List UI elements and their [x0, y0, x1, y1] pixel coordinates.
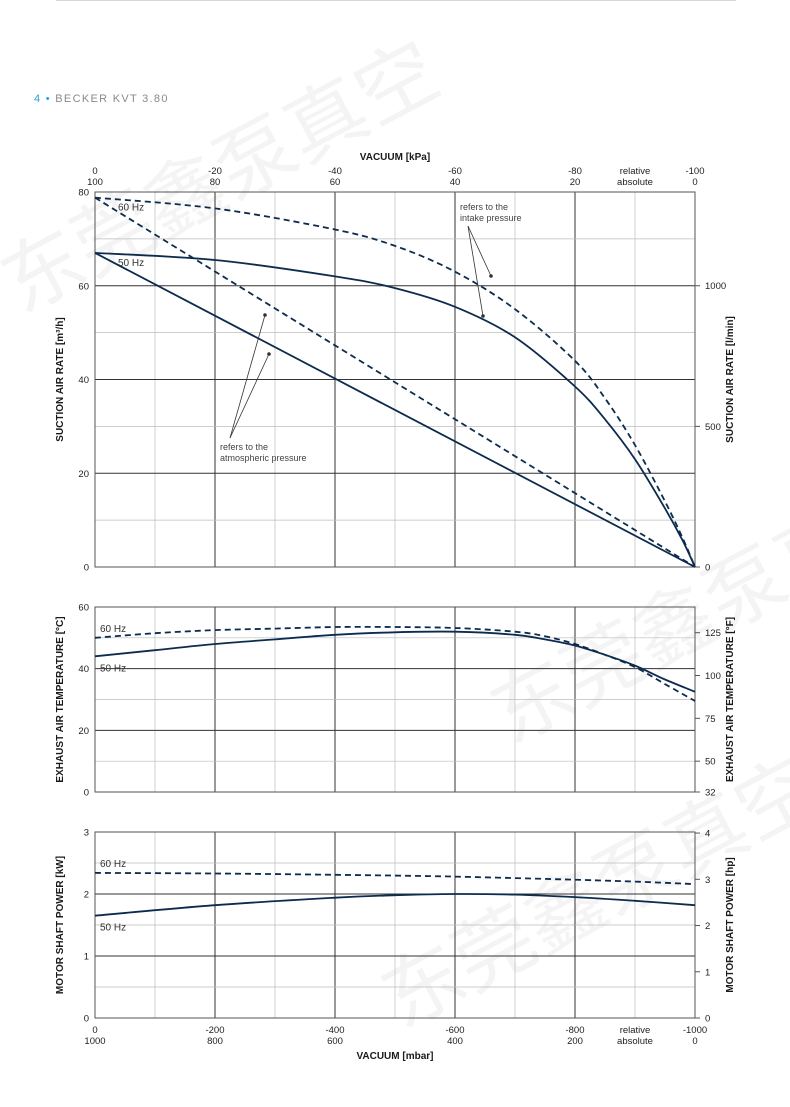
y-tick-label: 40	[78, 375, 89, 386]
y-tick-label: 3	[84, 828, 89, 839]
bottom-tick-label: -800	[565, 1025, 584, 1036]
bottom-axis-title: VACUUM [mbar]	[356, 1051, 433, 1062]
bottom-tick-label: 200	[567, 1036, 583, 1047]
y2-tick-label: 0	[705, 1014, 710, 1025]
y2-tick-label: 3	[705, 875, 710, 886]
y2-tick-label: 75	[705, 714, 716, 725]
y-tick-label: 0	[84, 1014, 89, 1025]
y-tick-label: 60	[78, 603, 89, 614]
annotation-text: refers to the	[220, 442, 268, 452]
top-tick-label: 40	[450, 177, 461, 188]
plot-frame	[94, 606, 696, 793]
bottom-tick-label: -1000	[683, 1025, 707, 1036]
series-label: 60 Hz	[100, 624, 126, 635]
annotation-leader	[467, 225, 484, 317]
top-tick-label: 20	[570, 177, 581, 188]
plot-frame	[94, 191, 696, 568]
annotation-text: refers to the	[460, 202, 508, 212]
y-tick-label: 80	[78, 188, 89, 199]
annotation-point	[263, 313, 267, 317]
page-header: 4 • BECKER KVT 3.80	[34, 93, 169, 105]
y-axis-title: EXHAUST AIR TEMPERATURE [°C]	[55, 616, 66, 782]
y2-axis-title: EXHAUST AIR TEMPERATURE [°F]	[725, 617, 736, 782]
top-rule	[56, 0, 736, 1]
annotation-text: intake pressure	[460, 213, 522, 223]
series-line-50-hz	[94, 893, 696, 917]
series-line-60-hz	[94, 625, 696, 702]
top-tick-label: 100	[87, 177, 103, 188]
y2-tick-label: 2	[705, 921, 710, 932]
series-line-60-hz	[94, 872, 696, 885]
bottom-tick-label: 1000	[84, 1036, 105, 1047]
annotation-point	[267, 352, 271, 356]
top-tick-label: 0	[92, 166, 97, 177]
bottom-tick-label: 0	[92, 1025, 97, 1036]
plot-frame	[94, 831, 696, 1019]
document-title: BECKER KVT 3.80	[55, 93, 169, 105]
top-tick-label: absolute	[617, 177, 653, 188]
annotation-text: atmospheric pressure	[220, 453, 307, 463]
y-tick-label: 2	[84, 890, 89, 901]
series-label: 50 Hz	[118, 258, 144, 269]
annotation-point	[489, 274, 493, 278]
y2-tick-label: 32	[705, 788, 716, 799]
y-axis-title: SUCTION AIR RATE [m³/h]	[55, 317, 66, 441]
annotation-leader	[229, 314, 266, 439]
y2-tick-label: 1000	[705, 281, 726, 292]
top-tick-label: -80	[568, 166, 582, 177]
top-tick-label: -60	[448, 166, 462, 177]
y-tick-label: 20	[78, 469, 89, 480]
top-tick-label: -100	[685, 166, 704, 177]
watermark-text: 东莞鑫泵真空	[476, 454, 790, 761]
series-line-60-hz-atm-	[94, 196, 696, 568]
annotation-point	[481, 314, 485, 318]
series-line-60-hz	[94, 196, 696, 568]
series-line-50-hz-atm-	[94, 252, 696, 568]
bottom-tick-label: 800	[207, 1036, 223, 1047]
series-line-50-hz	[94, 630, 696, 693]
page-number: 4	[34, 93, 42, 105]
y-tick-label: 40	[78, 664, 89, 675]
annotation-leader	[229, 353, 270, 439]
watermark-text: 东莞鑫泵真空	[0, 24, 454, 331]
y2-axis-title: MOTOR SHAFT POWER [hp]	[725, 857, 736, 992]
top-tick-label: -20	[208, 166, 222, 177]
header-separator: •	[45, 93, 51, 105]
bottom-tick-label: 0	[692, 1036, 697, 1047]
y2-tick-label: 4	[705, 829, 710, 840]
y2-axis-title: SUCTION AIR RATE [l/min]	[725, 316, 736, 443]
bottom-tick-label: 400	[447, 1036, 463, 1047]
y2-tick-label: 1	[705, 967, 710, 978]
series-label: 60 Hz	[100, 859, 126, 870]
bottom-tick-label: -400	[325, 1025, 344, 1036]
top-tick-label: -40	[328, 166, 342, 177]
y2-tick-label: 500	[705, 422, 721, 433]
y-tick-label: 60	[78, 281, 89, 292]
y-tick-label: 0	[84, 788, 89, 799]
top-axis-title: VACUUM [kPa]	[360, 152, 430, 163]
y2-tick-label: 100	[705, 671, 721, 682]
top-tick-label: 60	[330, 177, 341, 188]
bottom-tick-label: 600	[327, 1036, 343, 1047]
y-tick-label: 20	[78, 726, 89, 737]
bottom-tick-label: -600	[445, 1025, 464, 1036]
series-label: 50 Hz	[100, 663, 126, 674]
bottom-tick-label: -200	[205, 1025, 224, 1036]
bottom-tick-label: absolute	[617, 1036, 653, 1047]
top-tick-label: 0	[692, 177, 697, 188]
y2-tick-label: 0	[705, 563, 710, 574]
top-tick-label: relative	[620, 166, 651, 177]
y2-tick-label: 125	[705, 628, 721, 639]
bottom-tick-label: relative	[620, 1025, 651, 1036]
series-label: 60 Hz	[118, 203, 144, 214]
series-label: 50 Hz	[100, 923, 126, 934]
y-tick-label: 1	[84, 952, 89, 963]
top-tick-label: 80	[210, 177, 221, 188]
y2-tick-label: 50	[705, 757, 716, 768]
annotation-leader	[467, 225, 492, 277]
y-axis-title: MOTOR SHAFT POWER [kW]	[55, 856, 66, 994]
series-line-50-hz	[94, 252, 696, 568]
y-tick-label: 0	[84, 563, 89, 574]
